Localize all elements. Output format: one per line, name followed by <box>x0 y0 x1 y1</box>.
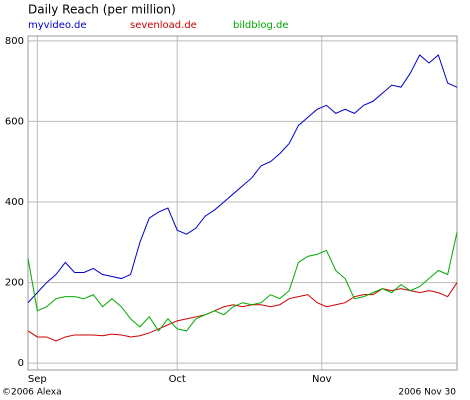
legend-label: myvideo.de <box>28 20 86 31</box>
series-line <box>27 282 458 342</box>
date-label: 2006 Nov 30 <box>398 388 456 398</box>
legend-label: sevenload.de <box>130 20 197 31</box>
y-tick-label: 800 <box>5 36 24 47</box>
series-line <box>27 232 458 332</box>
chart-title: Daily Reach (per million) <box>28 3 176 17</box>
copyright: ©2006 Alexa <box>2 388 62 398</box>
y-tick-label: 600 <box>5 116 24 127</box>
x-tick-label: Sep <box>28 374 47 385</box>
y-tick-label: 200 <box>5 278 24 289</box>
series-line <box>27 54 458 304</box>
x-tick-label: Nov <box>312 374 332 385</box>
x-tick-label: Oct <box>169 374 186 385</box>
y-tick-label: 400 <box>5 197 24 208</box>
plot-border <box>27 35 458 371</box>
legend-label: bildblog.de <box>233 20 289 31</box>
y-tick-label: 0 <box>18 358 24 369</box>
